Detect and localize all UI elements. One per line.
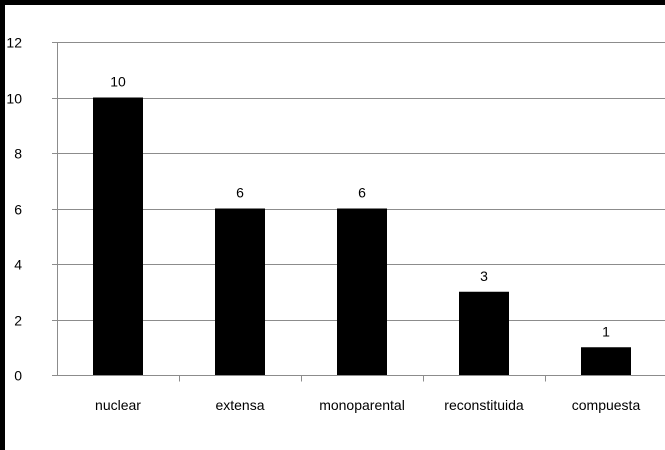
y-tick-label: 0 <box>14 368 22 384</box>
axes <box>52 42 665 382</box>
bars <box>93 97 631 375</box>
x-tick-label: extensa <box>215 397 264 413</box>
data-label: 10 <box>110 74 126 90</box>
bar-compuesta <box>581 347 631 375</box>
x-tick-label: monoparental <box>319 397 405 413</box>
bar-reconstituida <box>459 291 509 375</box>
y-tick-label: 6 <box>14 202 22 218</box>
y-axis-ticks: 0 2 4 6 8 10 12 <box>6 35 22 384</box>
y-tick-label: 2 <box>14 313 22 329</box>
bar-nuclear <box>93 97 143 375</box>
x-tick-label: nuclear <box>95 397 141 413</box>
bar-extensa <box>215 208 265 375</box>
y-tick-label: 8 <box>14 146 22 162</box>
x-tick-label: compuesta <box>572 397 641 413</box>
data-label: 1 <box>602 323 610 339</box>
data-label: 6 <box>358 185 366 201</box>
data-label: 6 <box>236 185 244 201</box>
data-label: 3 <box>480 268 488 284</box>
x-axis-ticks: nuclear extensa monoparental reconstituida c… <box>95 397 640 413</box>
y-tick-label: 4 <box>14 257 22 273</box>
y-tick-label: 12 <box>6 35 22 51</box>
x-tick-label: reconstituida <box>444 397 524 413</box>
y-tick-label: 10 <box>6 91 22 107</box>
data-labels: 10 6 6 3 1 <box>110 74 610 340</box>
bar-monoparental <box>337 208 387 375</box>
